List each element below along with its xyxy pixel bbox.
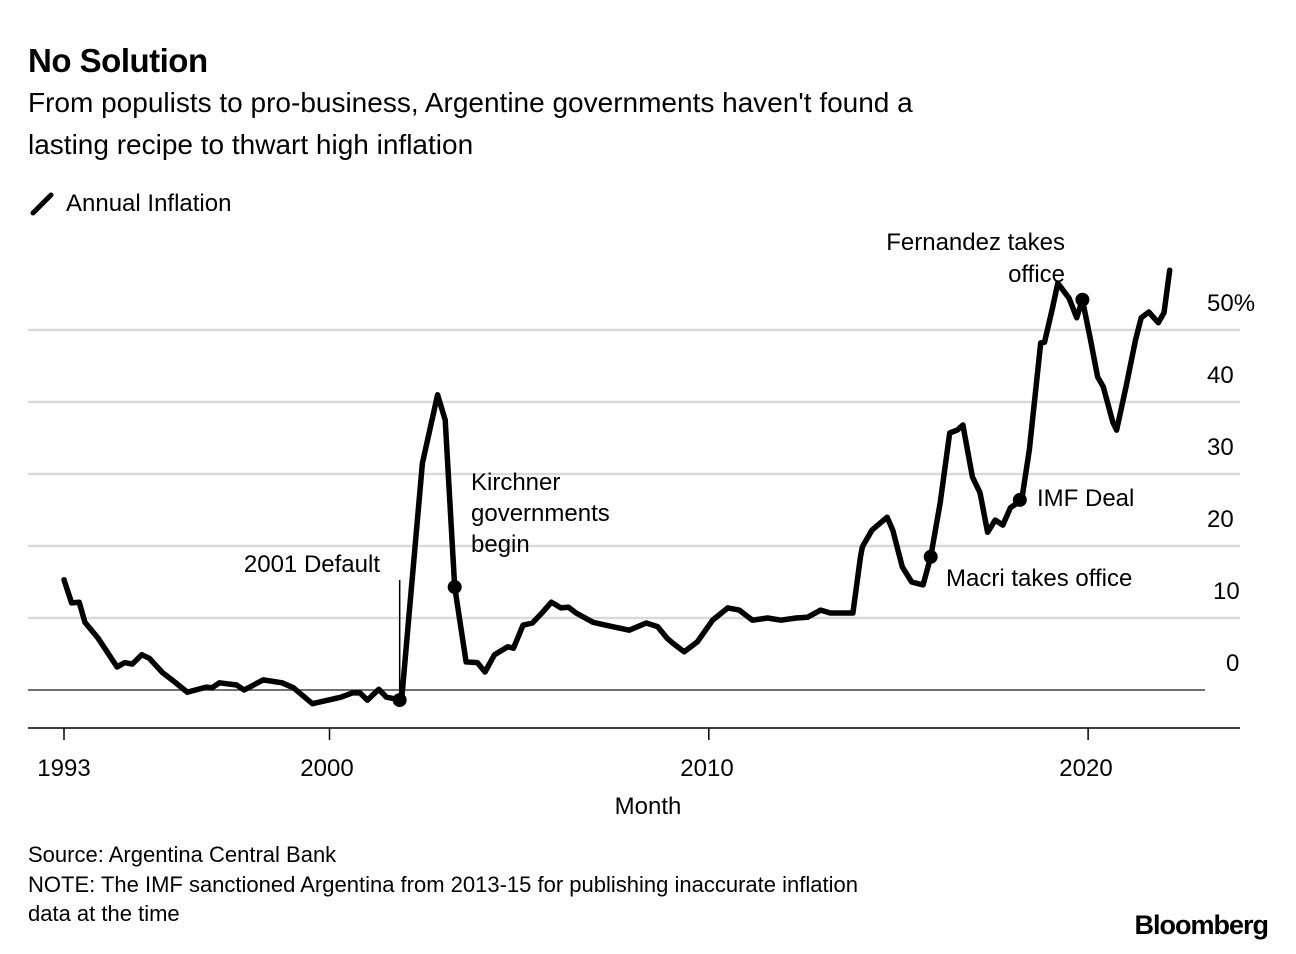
x-axis-title: Month — [615, 793, 682, 820]
annotation-fernandez-line-1: Fernandez takes — [886, 229, 1065, 256]
y-tick-label-20: 20 — [1207, 506, 1234, 533]
annotation-2001-default: 2001 Default — [244, 551, 380, 578]
annotation-fernandez-line-2: office — [1008, 261, 1065, 288]
x-tick-label-1993: 1993 — [37, 755, 90, 782]
annotation-marker-dot-1 — [447, 580, 462, 595]
legend: Annual Inflation — [30, 190, 231, 218]
y-tick-label-10: 10 — [1213, 578, 1240, 605]
series-line-annual-inflation — [61, 267, 1173, 707]
y-tick-label-30: 30 — [1207, 434, 1234, 461]
annotation-marker-dot-2 — [923, 549, 938, 564]
annotation-macri: Macri takes office — [946, 565, 1132, 592]
annotation-marker-dot-0 — [392, 693, 407, 708]
annotation-kirchner-line-1: Kirchner — [471, 469, 560, 496]
annotation-kirchner-line-2: governments — [471, 500, 610, 527]
footnote-line-2: data at the time — [28, 901, 180, 926]
annotation-kirchner-line-3: begin — [471, 531, 530, 558]
footnote-line-1: NOTE: The IMF sanctioned Argentina from … — [28, 872, 858, 897]
annotation-marker-dot-3 — [1012, 492, 1027, 507]
bloomberg-logo: Bloomberg — [1134, 910, 1269, 940]
legend-label: Annual Inflation — [66, 190, 232, 217]
source-note: Source: Argentina Central Bank — [28, 842, 337, 867]
x-tick-label-2010: 2010 — [680, 755, 733, 782]
x-tick-label-2020: 2020 — [1059, 755, 1112, 782]
y-tick-label-40: 40 — [1207, 362, 1234, 389]
chart-title: No Solution — [28, 42, 208, 79]
y-tick-label-50: 50% — [1207, 290, 1255, 317]
chart-subtitle-line-2: lasting recipe to thwart high inflation — [28, 129, 474, 160]
annotation-imf-deal: IMF Deal — [1037, 485, 1134, 512]
x-tick-label-2000: 2000 — [300, 755, 353, 782]
diagonal-line-icon — [30, 192, 54, 216]
y-tick-label-0: 0 — [1226, 650, 1239, 677]
annotation-marker-dot-4 — [1075, 292, 1090, 307]
chart-subtitle-line-1: From populists to pro-business, Argentin… — [28, 87, 913, 118]
